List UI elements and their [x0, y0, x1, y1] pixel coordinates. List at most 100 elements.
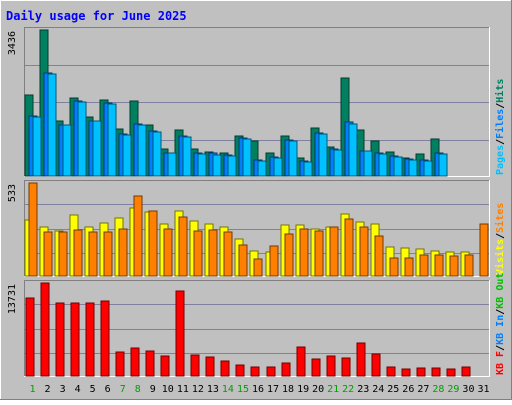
bar — [205, 356, 215, 377]
bar — [40, 282, 50, 377]
bar — [404, 257, 414, 277]
bar — [269, 245, 279, 277]
x-tick-label: 13 — [207, 384, 219, 395]
series-sites — [28, 182, 489, 277]
bar — [318, 133, 328, 177]
bar — [25, 297, 35, 377]
y-max-label: 533 — [7, 184, 18, 202]
x-tick-label: 4 — [75, 384, 81, 395]
bar — [73, 229, 83, 277]
bar — [220, 360, 230, 377]
bar — [378, 153, 388, 177]
panel-legend: Visits/Sites — [494, 203, 506, 275]
bar — [88, 231, 98, 277]
bar — [284, 233, 294, 277]
bar — [242, 138, 252, 177]
bar — [223, 231, 233, 277]
x-tick-label: 11 — [177, 384, 189, 395]
legend-separator: / — [495, 139, 506, 145]
x-tick-label: 24 — [372, 384, 384, 395]
bar — [43, 231, 53, 277]
x-tick-label: 9 — [150, 384, 156, 395]
bar — [212, 154, 222, 177]
x-tick-label: 12 — [192, 384, 204, 395]
bar — [152, 131, 162, 177]
legend-entry: Pages — [495, 145, 506, 175]
x-tick-label: 7 — [120, 384, 126, 395]
bar — [329, 226, 339, 277]
bar — [408, 159, 418, 177]
bar — [122, 134, 132, 177]
x-tick-label: 27 — [417, 384, 429, 395]
bar — [464, 254, 474, 277]
bar — [163, 228, 173, 277]
bar — [92, 120, 102, 177]
x-tick-label: 2 — [45, 384, 51, 395]
x-tick-label: 31 — [477, 384, 489, 395]
bar — [386, 366, 396, 377]
x-tick-label: 1 — [30, 384, 36, 395]
bar — [303, 161, 313, 177]
x-tick-label: 17 — [267, 384, 279, 395]
legend-entry: KB F — [495, 351, 506, 375]
bar — [227, 155, 237, 177]
bar — [281, 362, 291, 377]
bar — [374, 235, 384, 277]
y-max-label: 3436 — [7, 31, 18, 55]
bar — [257, 160, 267, 177]
bar — [107, 103, 117, 177]
legend-entry: Visits — [494, 239, 506, 275]
chart-title: Daily usage for June 2025 — [6, 9, 187, 23]
legend-separator: / — [495, 345, 506, 351]
panel-legend: KB F/KB In/KB Out — [495, 273, 506, 375]
bar — [299, 228, 309, 277]
bar — [130, 347, 140, 377]
bar — [167, 152, 177, 177]
x-tick-label: 23 — [357, 384, 369, 395]
legend-separator: / — [495, 233, 506, 239]
x-tick-label: 15 — [237, 384, 249, 395]
x-tick-label: 26 — [402, 384, 414, 395]
legend-entry: Files — [494, 109, 506, 139]
bar — [341, 357, 351, 377]
bar — [371, 353, 381, 377]
x-tick-label: 8 — [135, 384, 141, 395]
bar — [28, 182, 38, 277]
bar — [238, 244, 248, 277]
legend-entry: KB In — [495, 315, 506, 345]
bar — [393, 156, 403, 177]
bar — [115, 351, 125, 377]
bar — [479, 223, 489, 277]
legend-entry: Sites — [494, 203, 506, 233]
bar — [58, 231, 68, 277]
bar — [446, 368, 456, 377]
bar — [32, 116, 42, 177]
bar — [208, 229, 218, 277]
x-tick-label: 10 — [162, 384, 174, 395]
bar — [296, 346, 306, 377]
bar — [363, 150, 373, 177]
bar — [137, 124, 147, 177]
bar — [431, 367, 441, 377]
bar — [449, 255, 459, 277]
panel-2: 533 Visits/Sites — [7, 180, 506, 277]
bar — [266, 366, 276, 377]
legend-separator: / — [495, 309, 506, 315]
bar — [70, 302, 80, 377]
bar — [401, 368, 411, 377]
bar — [148, 210, 158, 277]
bar — [359, 226, 369, 277]
legend-entry: Hits — [494, 79, 506, 103]
x-tick-label: 6 — [105, 384, 111, 395]
bar — [133, 195, 143, 277]
series-pages — [32, 73, 448, 177]
legend-entry: KB Out — [495, 273, 506, 309]
bar — [273, 157, 283, 177]
bar — [160, 355, 170, 377]
x-tick-label: 3 — [60, 384, 66, 395]
x-tick-label: 25 — [387, 384, 399, 395]
bar — [197, 153, 207, 177]
bar — [423, 160, 433, 177]
bar — [389, 257, 399, 277]
